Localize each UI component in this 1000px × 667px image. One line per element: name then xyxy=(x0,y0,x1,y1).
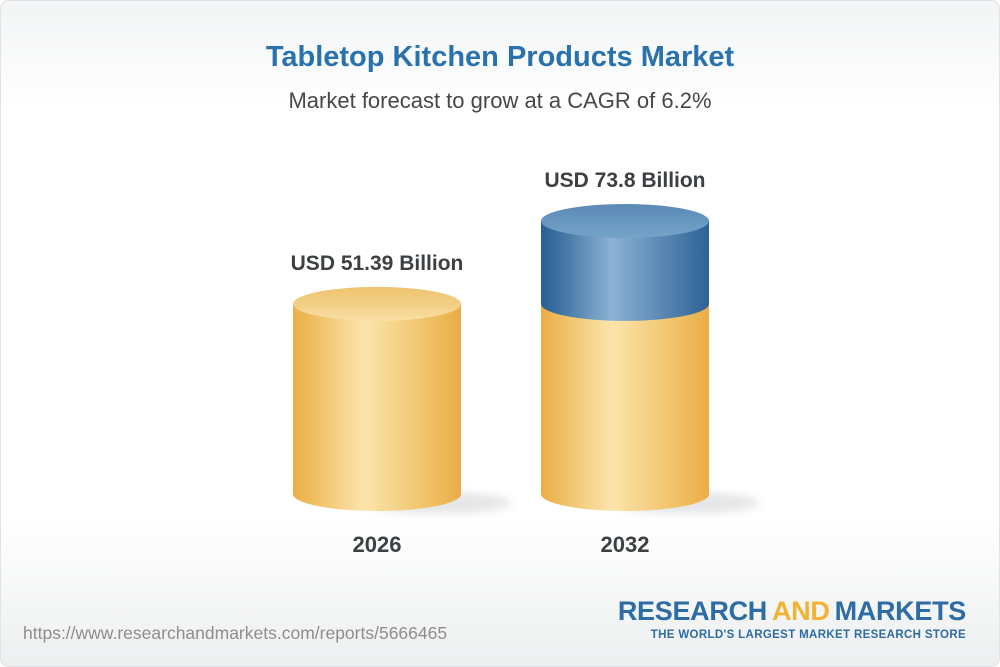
chart-title: Tabletop Kitchen Products Market xyxy=(265,41,735,73)
report-url-link[interactable]: https://www.researchandmarkets.com/repor… xyxy=(23,623,448,643)
logo-wordmark: RESEARCH AND MARKETS xyxy=(618,596,966,627)
category-label-2032: 2032 xyxy=(600,532,650,557)
cylinder-2032-base-body xyxy=(541,303,709,511)
value-label-2032: USD 73.8 Billion xyxy=(544,169,706,192)
cylinder-2032-growth-top xyxy=(541,204,709,238)
category-label-2026: 2026 xyxy=(352,532,402,557)
logo-tagline: THE WORLD'S LARGEST MARKET RESEARCH STOR… xyxy=(650,629,966,641)
logo-word-research: RESEARCH xyxy=(617,596,767,626)
cylinder-2026-body xyxy=(293,303,461,511)
logo-word-markets: MARKETS xyxy=(834,596,967,626)
company-logo: RESEARCH AND MARKETS THE WORLD'S LARGEST M… xyxy=(618,596,966,641)
value-label-2026: USD 51.39 Billion xyxy=(290,251,464,275)
cylinder-2032-growth-body xyxy=(541,221,709,321)
cylinder-2026-top xyxy=(293,286,461,321)
chart-subtitle: Market forecast to grow at a CAGR of 6.2… xyxy=(288,88,712,113)
logo-word-and: AND xyxy=(771,596,830,626)
